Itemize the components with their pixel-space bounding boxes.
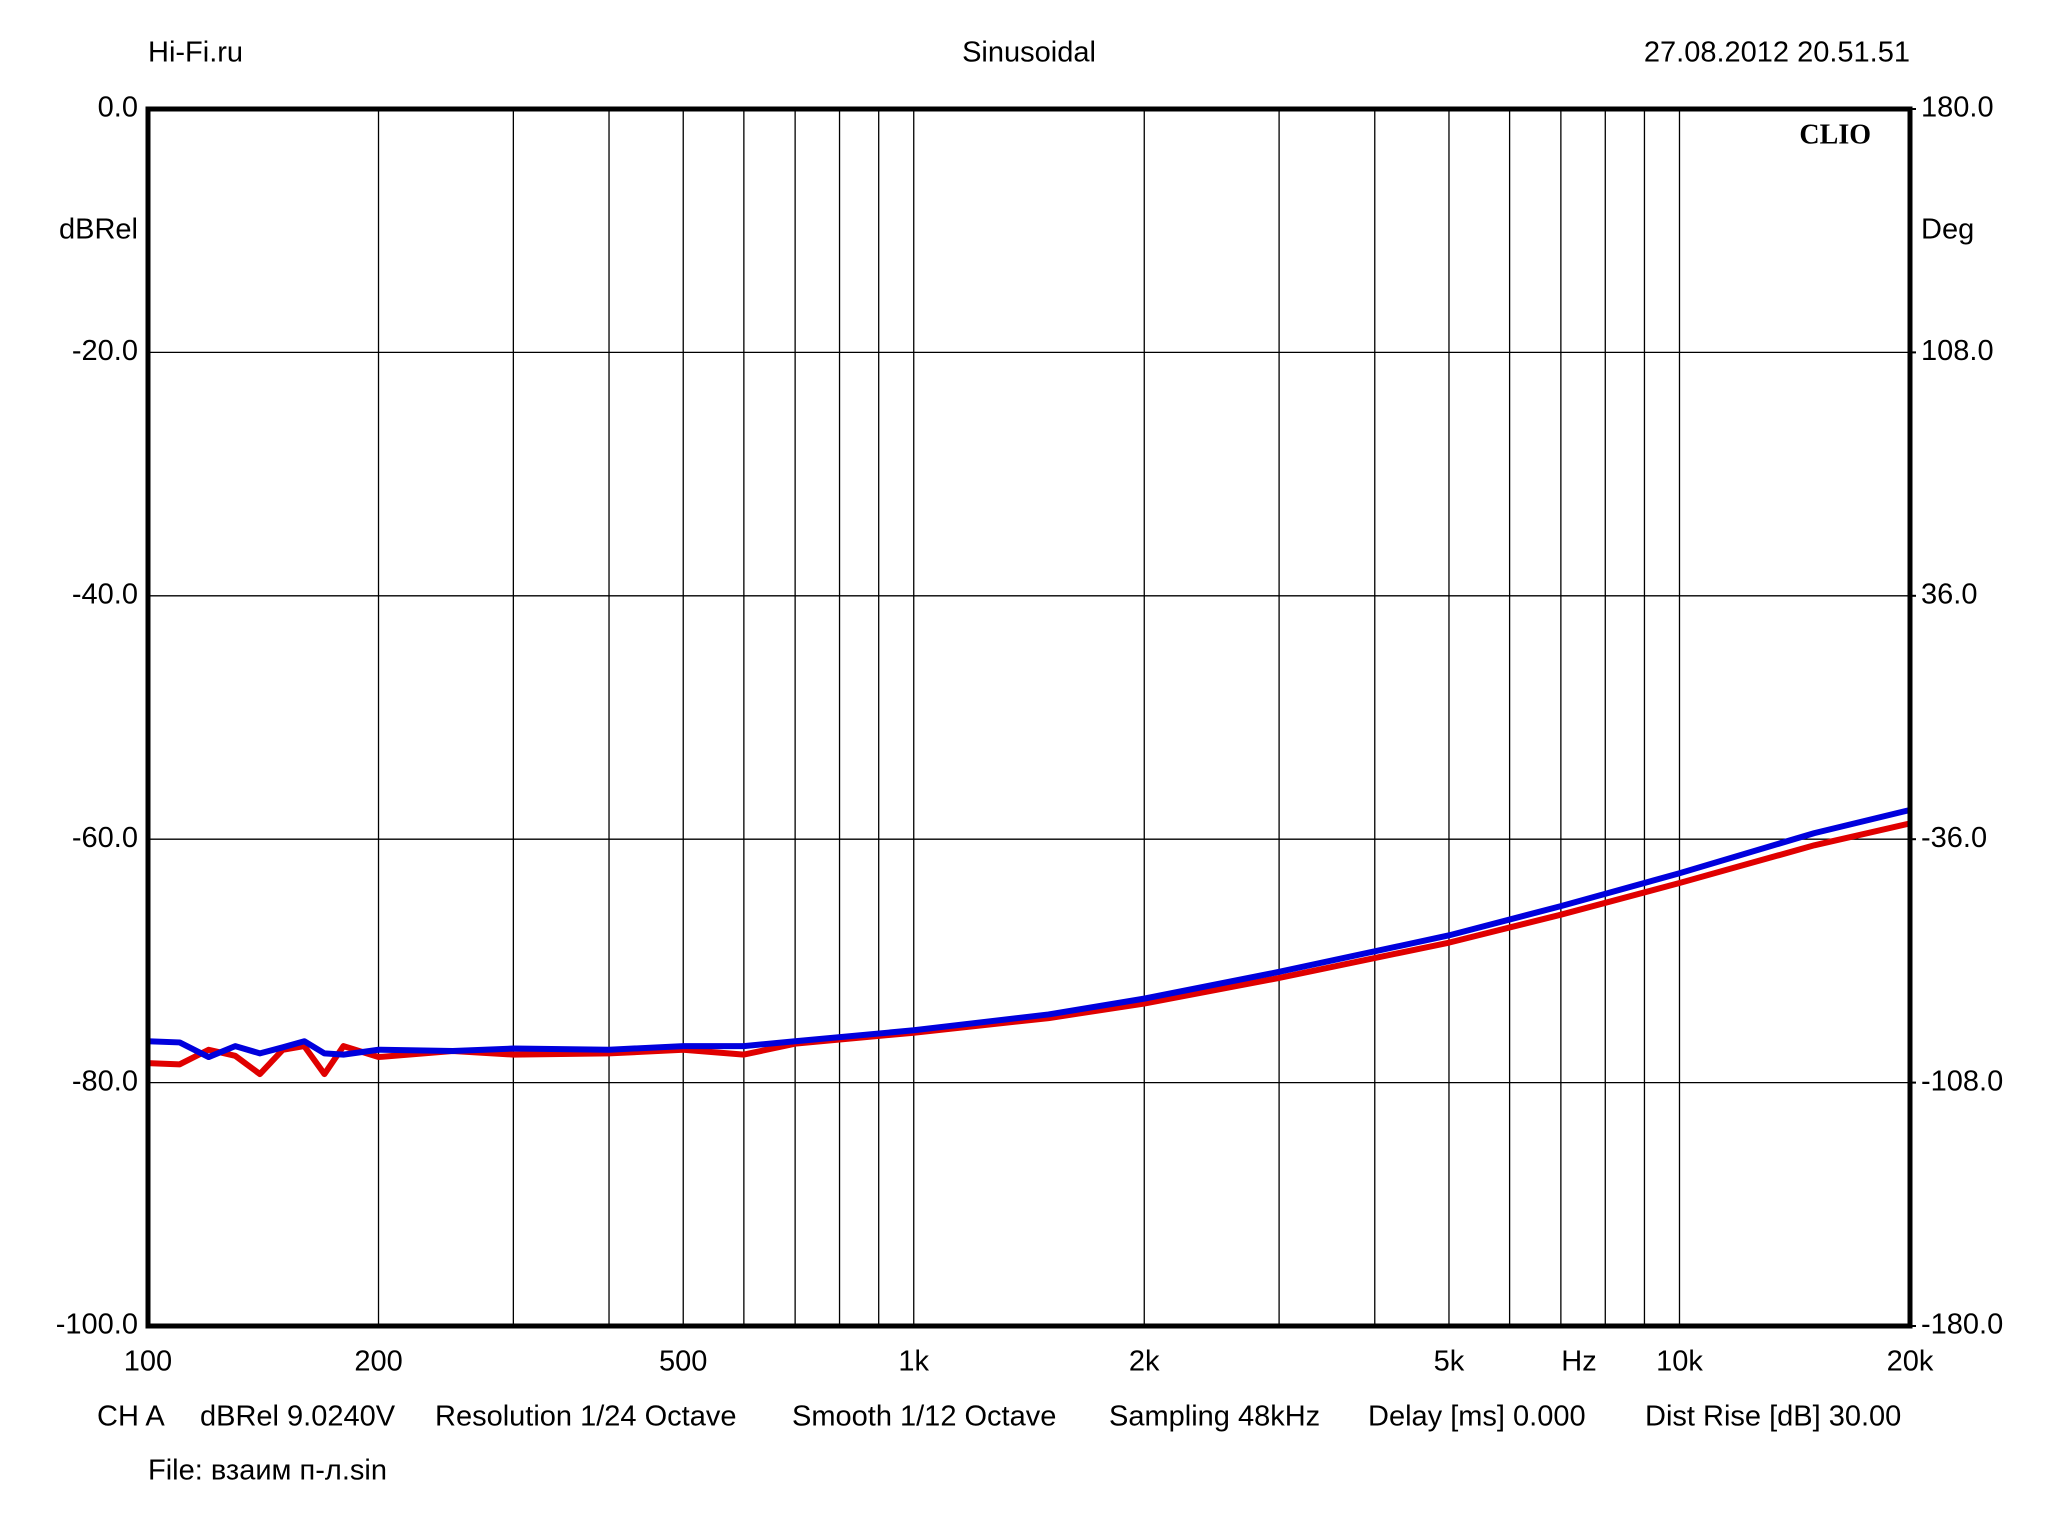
header-left: Hi-Fi.ru (148, 37, 243, 69)
y-tick-label: -100.0 (56, 1309, 138, 1341)
footer-item: Smooth 1/12 Octave (792, 1401, 1056, 1433)
y-tick-label: -60.0 (72, 822, 138, 854)
footer-item: Dist Rise [dB] 30.00 (1645, 1401, 1901, 1433)
file-name: File: взаим п-л.sin (148, 1455, 387, 1487)
y2-axis-label: Deg (1921, 214, 1974, 246)
header-right: 27.08.2012 20.51.51 (1644, 37, 1910, 69)
x-tick-label: 100 (124, 1346, 172, 1378)
y-tick-label: -80.0 (72, 1065, 138, 1097)
watermark: CLIO (1799, 119, 1871, 150)
x-tick-label: 200 (354, 1346, 402, 1378)
x-tick-label: 10k (1656, 1346, 1703, 1378)
y2-tick-label: 36.0 (1921, 578, 1977, 610)
x-axis-label: Hz (1561, 1346, 1596, 1378)
y-tick-label: -20.0 (72, 335, 138, 367)
footer-item: Sampling 48kHz (1109, 1401, 1320, 1433)
chart-title: Sinusoidal (962, 37, 1096, 69)
x-tick-label: 5k (1434, 1346, 1465, 1378)
footer-item: dBRel 9.0240V (200, 1401, 396, 1433)
y-tick-label: -40.0 (72, 578, 138, 610)
y2-tick-label: -180.0 (1921, 1309, 2003, 1341)
line-series (147, 807, 1911, 1061)
line-series (147, 820, 1911, 1078)
y-tick-label: 0.0 (98, 92, 138, 124)
x-tick-label: 500 (659, 1346, 707, 1378)
footer-item: Delay [ms] 0.000 (1368, 1401, 1586, 1433)
y2-tick-label: 108.0 (1921, 335, 1994, 367)
x-tick-label: 20k (1887, 1346, 1934, 1378)
footer-item: CH A (97, 1401, 165, 1433)
y2-tick-label: -36.0 (1921, 822, 1987, 854)
plot-frame (145, 106, 1913, 1329)
x-tick-label: 2k (1129, 1346, 1160, 1378)
y2-tick-label: 180.0 (1921, 92, 1994, 124)
footer-item: Resolution 1/24 Octave (435, 1401, 736, 1433)
y-axis-label: dBRel (59, 214, 138, 246)
x-tick-label: 1k (898, 1346, 929, 1378)
y2-tick-label: -108.0 (1921, 1065, 2003, 1097)
